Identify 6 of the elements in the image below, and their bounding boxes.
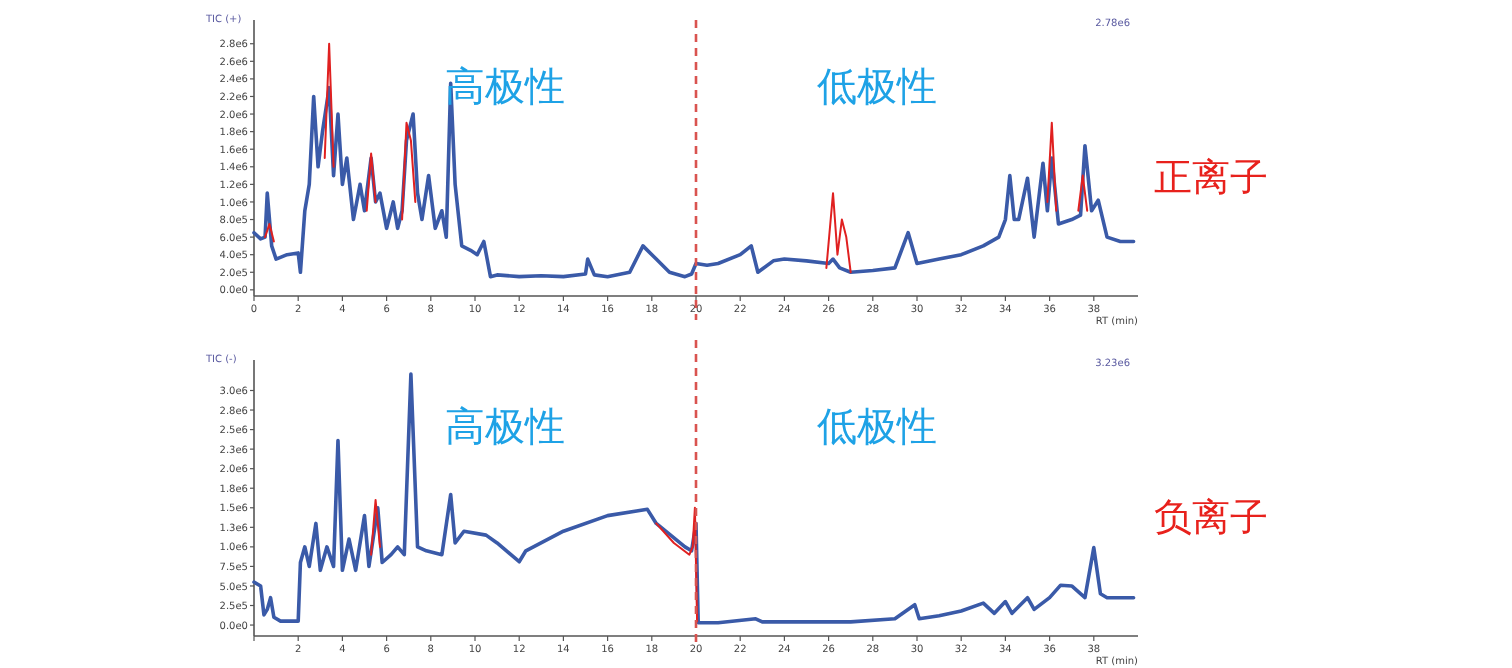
annotation: 低极性 [817,402,937,450]
annotation: 高极性 [445,62,565,110]
annotation: 高极性 [445,402,565,450]
annotation: 低极性 [817,62,937,110]
text: 负离子 [1154,496,1268,540]
text: 正离子 [1154,156,1268,200]
